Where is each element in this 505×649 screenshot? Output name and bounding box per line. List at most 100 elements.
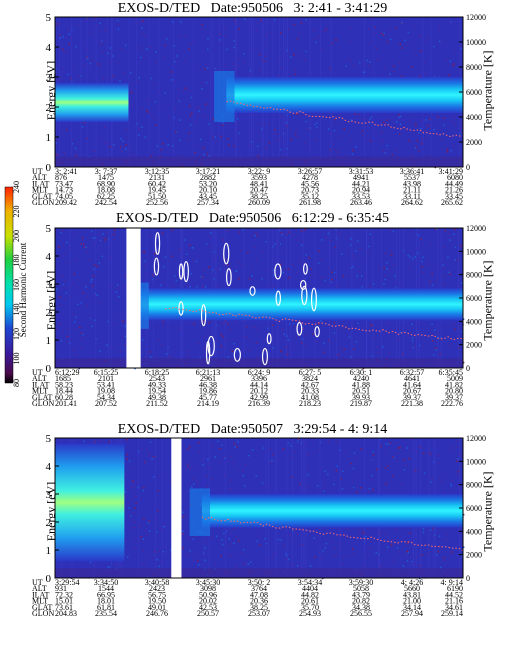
noise-speck — [459, 128, 462, 130]
noise-speck — [374, 26, 376, 28]
noise-speck — [364, 553, 367, 556]
y-tick-label: 1 — [46, 132, 52, 144]
noise-speck — [75, 353, 78, 356]
noise-speck — [208, 322, 210, 324]
noise-speck — [461, 124, 463, 127]
noise-speck — [129, 153, 131, 155]
noise-speck — [149, 234, 152, 237]
noise-speck — [325, 542, 328, 545]
noise-speck — [133, 526, 136, 529]
noise-speck — [362, 367, 365, 370]
orbit-value: 44.21 — [352, 179, 370, 188]
noise-speck — [131, 480, 134, 482]
noise-speck — [111, 346, 113, 349]
noise-speck — [178, 250, 181, 252]
noise-speck — [287, 442, 290, 444]
noise-speck — [233, 538, 235, 541]
noise-speck — [456, 440, 458, 443]
noise-speck — [164, 44, 166, 47]
orbit-value: 256.55 — [350, 609, 372, 618]
noise-speck — [222, 238, 224, 241]
noise-speck — [368, 487, 371, 490]
noise-speck — [60, 255, 63, 257]
noise-speck — [422, 271, 424, 274]
orbit-value: 3:50: 2 — [248, 578, 270, 587]
y2-tick-label: 8000 — [466, 271, 482, 280]
noise-speck — [451, 551, 453, 553]
noise-speck — [247, 454, 250, 457]
noise-speck — [406, 447, 409, 449]
noise-speck — [264, 55, 266, 57]
noise-speck — [304, 278, 306, 281]
orbit-row-label: GLAT — [32, 603, 53, 612]
noise-speck — [227, 322, 229, 325]
noise-speck — [235, 536, 238, 538]
noise-speck — [141, 562, 143, 565]
noise-speck — [294, 73, 296, 75]
noise-speck — [290, 75, 292, 78]
noise-speck — [442, 264, 444, 266]
noise-speck — [332, 123, 335, 126]
noise-speck — [285, 121, 288, 124]
noise-speck — [192, 536, 195, 538]
colorbar-tick-label: 200 — [12, 230, 21, 242]
y2-tick-label: 10000 — [466, 457, 486, 466]
noise-speck — [82, 333, 84, 336]
noise-speck — [338, 535, 341, 538]
noise-speck — [256, 356, 259, 359]
noise-speck — [439, 353, 441, 355]
noise-speck — [142, 489, 145, 492]
noise-speck — [360, 448, 362, 450]
noise-speck — [255, 29, 258, 32]
noise-speck — [55, 328, 58, 331]
noise-speck — [206, 48, 209, 51]
noise-speck — [143, 517, 145, 520]
noise-speck — [386, 268, 388, 270]
noise-speck — [342, 275, 345, 277]
noise-speck — [55, 155, 57, 157]
orbit-value: 3:34:50 — [94, 578, 118, 587]
noise-speck — [370, 116, 373, 118]
noise-speck — [133, 153, 136, 155]
noise-speck — [60, 76, 62, 79]
noise-speck — [254, 232, 256, 234]
noise-speck — [338, 137, 340, 139]
noise-speck — [255, 260, 258, 262]
white-contour — [314, 326, 320, 338]
noise-speck — [192, 477, 195, 480]
noise-speck — [62, 330, 64, 333]
noise-speck — [399, 133, 401, 135]
noise-speck — [276, 139, 278, 142]
noise-speck — [63, 50, 65, 53]
y2-tick-label: 10000 — [466, 38, 486, 47]
y2-tick-label: 12000 — [466, 13, 486, 22]
noise-speck — [249, 561, 252, 563]
noise-speck — [373, 33, 376, 35]
noise-speck — [438, 25, 441, 28]
orbit-value: 1685 — [55, 374, 71, 383]
high-current-region — [55, 83, 129, 122]
noise-speck — [245, 464, 247, 466]
noise-speck — [197, 115, 199, 117]
noise-speck — [405, 464, 407, 466]
noise-speck — [287, 338, 290, 341]
noise-speck — [382, 34, 385, 36]
orbit-value: 4: 4:26 — [401, 578, 423, 587]
noise-speck — [339, 330, 341, 332]
noise-speck — [369, 61, 371, 64]
noise-speck — [389, 73, 391, 75]
noise-speck — [230, 532, 232, 534]
noise-speck — [265, 41, 267, 44]
noise-streak — [128, 17, 130, 167]
noise-speck — [289, 323, 291, 325]
noise-speck — [156, 117, 158, 119]
noise-speck — [161, 232, 164, 234]
noise-speck — [411, 323, 413, 326]
y-tick-label: 3 — [46, 279, 52, 291]
noise-speck — [219, 33, 221, 36]
noise-speck — [70, 37, 72, 39]
noise-speck — [354, 457, 357, 460]
noise-speck — [362, 532, 364, 535]
noise-speck — [119, 80, 121, 82]
noise-speck — [82, 292, 85, 294]
